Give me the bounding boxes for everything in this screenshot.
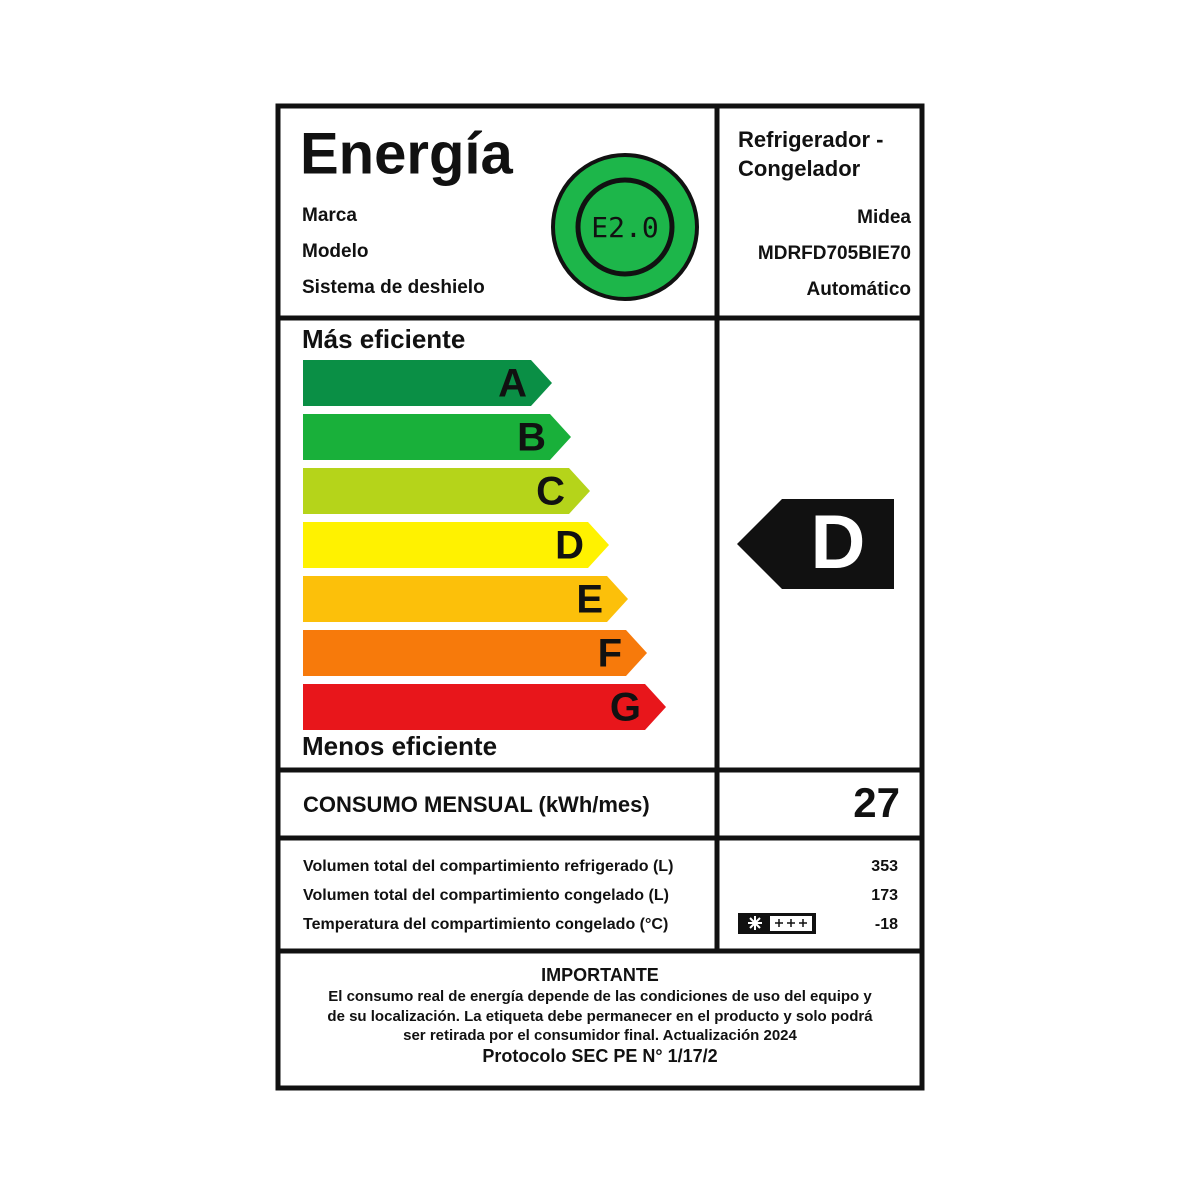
scale-bar [303,522,609,568]
scale-bar [303,468,590,514]
consumption-label: CONSUMO MENSUAL (kWh/mes) [303,792,650,817]
scale-letter: B [517,416,546,460]
consumption-value: 27 [853,779,900,826]
rating: D [811,500,866,585]
important-line: ser retirada por el consumidor final. Ac… [403,1027,797,1044]
protocol: Protocolo SEC PE N° 1/17/2 [482,1046,717,1066]
spec-label: Temperatura del compartimiento congelado… [303,916,668,933]
spec-label: Volumen total del compartimiento congela… [303,887,669,904]
freezer-icon [738,913,816,934]
spec-value: -18 [875,916,898,933]
scale-bar [303,684,666,730]
scale-bottom-label: Menos eficiente [302,731,497,761]
spec-label: Volumen total del compartimiento refrige… [303,858,673,875]
important-line: de su localización. La etiqueta debe per… [327,1008,873,1025]
scale-letter: D [555,524,584,568]
badge-ring [575,177,675,277]
scale-bar [303,630,647,676]
scale-top-label: Más eficiente [302,324,465,354]
field-value: Midea [857,207,911,228]
spec-value: 173 [871,887,898,904]
spec-value: 353 [871,858,898,875]
scale-letter: A [498,362,527,406]
scale-letter: F [598,632,622,676]
important-title: IMPORTANTE [541,965,659,985]
product-type: Congelador [738,156,861,181]
product-type: Refrigerador - [738,127,883,152]
field-label: Marca [302,205,357,226]
scale-bar [303,576,628,622]
rating-arrow [737,499,894,589]
scale-bar [303,414,571,460]
field-label: Sistema de deshielo [302,277,485,298]
badge [551,153,699,301]
scale-letter: G [610,686,641,730]
scale-letter: E [576,578,603,622]
scale-bar [303,360,552,406]
field-value: MDRFD705BIE70 [758,243,911,264]
frame [275,103,925,1091]
important-line: El consumo real de energía depende de la… [328,988,872,1005]
field-label: Modelo [302,241,369,262]
badge-text: E2.0 [591,211,658,244]
field-value: Automático [807,279,912,300]
title: Energía [300,121,513,186]
scale-letter: C [536,470,565,514]
